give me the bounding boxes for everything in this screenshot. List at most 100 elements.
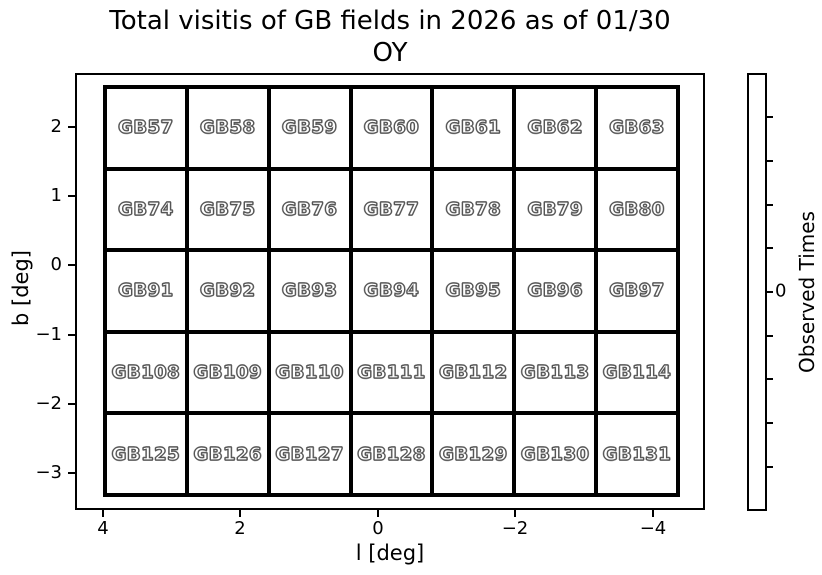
field-cell: GB61 — [432, 87, 515, 169]
field-label: GB110 — [275, 361, 344, 384]
y-axis-tick-label: 1 — [50, 185, 62, 206]
field-label: GB95 — [445, 280, 502, 302]
field-cell: GB80 — [596, 168, 678, 251]
field-cell: GB59 — [268, 87, 351, 169]
field-cell: GB110 — [268, 331, 351, 414]
colorbar-tick — [767, 466, 773, 468]
y-axis-tick — [68, 195, 75, 197]
field-label: GB74 — [118, 198, 174, 220]
colorbar-label: Observed Times — [795, 211, 819, 373]
field-cell: GB91 — [105, 250, 187, 332]
field-cell: GB129 — [432, 413, 515, 495]
field-label: GB79 — [527, 198, 583, 220]
field-cell: GB79 — [514, 168, 597, 251]
field-label: GB125 — [111, 443, 181, 465]
field-cell: GB108 — [105, 331, 187, 414]
y-axis-tick — [68, 264, 75, 266]
field-cell: GB93 — [268, 250, 351, 332]
field-cell: GB130 — [514, 413, 597, 495]
field-cell: GB126 — [186, 413, 269, 495]
field-label: GB129 — [438, 443, 508, 465]
field-cell: GB60 — [350, 87, 433, 169]
field-label: GB75 — [199, 198, 256, 220]
y-axis-tick-label: −3 — [35, 462, 62, 483]
field-cell: GB94 — [350, 250, 433, 332]
field-cell: GB58 — [186, 87, 269, 169]
field-label: GB114 — [602, 361, 672, 384]
field-label: GB78 — [445, 198, 502, 220]
y-axis-tick-label: 0 — [50, 254, 62, 275]
y-axis-tick — [68, 403, 75, 405]
field-cell: GB78 — [432, 168, 515, 251]
field-cell: GB113 — [514, 331, 597, 414]
field-cell: GB112 — [432, 331, 515, 414]
x-axis-tick — [239, 510, 241, 517]
y-axis-tick-label: −2 — [35, 393, 62, 414]
field-cell: GB111 — [350, 331, 433, 414]
field-label: GB96 — [527, 280, 583, 302]
x-axis-tick-label: 4 — [97, 518, 109, 539]
field-label: GB58 — [199, 117, 256, 139]
field-label: GB111 — [357, 361, 426, 384]
field-label: GB76 — [281, 198, 338, 220]
field-label: GB130 — [520, 443, 590, 465]
colorbar-tick-label: 0 — [775, 280, 787, 302]
y-axis-tick-label: −1 — [35, 324, 62, 345]
x-axis-tick-label: 0 — [372, 518, 384, 539]
y-axis-tick — [68, 126, 75, 128]
field-label: GB92 — [199, 280, 256, 302]
field-cell: GB76 — [268, 168, 351, 251]
field-cell: GB131 — [596, 413, 678, 495]
field-label: GB112 — [438, 361, 508, 384]
field-label: GB61 — [445, 117, 502, 139]
field-cell: GB114 — [596, 331, 678, 414]
x-axis-tick-label: 2 — [234, 518, 246, 539]
field-cell: GB109 — [186, 331, 269, 414]
colorbar-tick — [767, 291, 773, 293]
colorbar — [747, 73, 767, 511]
field-label: GB62 — [527, 117, 583, 139]
y-axis-label: b [deg] — [9, 250, 33, 326]
field-grid: GB57 GB58 GB59 GB60 GB61 GB62 GB63 GB74 … — [103, 85, 680, 497]
field-label: GB94 — [363, 280, 420, 302]
figure-title-line2: OY — [372, 38, 408, 68]
field-label: GB126 — [193, 443, 263, 465]
field-cell: GB96 — [514, 250, 597, 332]
x-axis-tick — [102, 510, 104, 517]
field-cell: GB95 — [432, 250, 515, 332]
colorbar-tick — [767, 378, 773, 380]
field-cell: GB125 — [105, 413, 187, 495]
field-cell: GB127 — [268, 413, 351, 495]
x-axis-tick — [652, 510, 654, 517]
field-label: GB77 — [363, 198, 420, 220]
field-label: GB59 — [281, 117, 338, 139]
x-axis-tick — [377, 510, 379, 517]
field-label: GB113 — [520, 361, 590, 384]
colorbar-tick — [767, 116, 773, 118]
colorbar-tick — [767, 160, 773, 162]
field-label: GB91 — [118, 280, 174, 302]
field-cell: GB74 — [105, 168, 187, 251]
x-axis-tick-label: −2 — [501, 518, 529, 539]
x-axis-tick — [514, 510, 516, 517]
field-label: GB128 — [357, 443, 426, 465]
field-label: GB131 — [602, 443, 672, 465]
x-axis-label: l [deg] — [355, 541, 425, 565]
y-axis-tick — [68, 472, 75, 474]
colorbar-tick — [767, 335, 773, 337]
colorbar-tick — [767, 204, 773, 206]
y-axis-tick — [68, 334, 75, 336]
field-label: GB97 — [609, 280, 665, 302]
figure-title-line1: Total visitis of GB fields in 2026 as of… — [109, 6, 671, 36]
field-label: GB109 — [193, 361, 263, 384]
colorbar-tick — [767, 422, 773, 424]
field-label: GB57 — [118, 117, 174, 139]
field-label: GB93 — [281, 280, 338, 302]
field-label: GB80 — [609, 198, 665, 220]
field-label: GB63 — [609, 117, 665, 139]
field-label: GB108 — [111, 361, 181, 384]
x-axis-tick-label: −4 — [639, 518, 667, 539]
field-label: GB127 — [275, 443, 344, 465]
field-cell: GB62 — [514, 87, 597, 169]
